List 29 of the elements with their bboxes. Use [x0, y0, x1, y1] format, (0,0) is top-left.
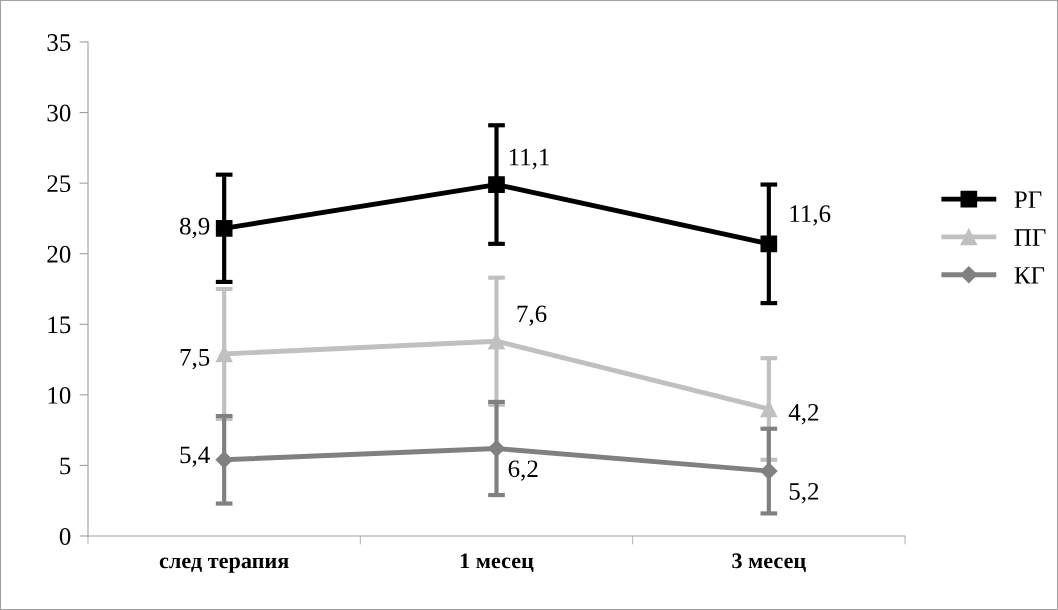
annotation: 11,6 [790, 205, 831, 226]
point [760, 235, 778, 253]
x-tick-label: 1 месец [460, 553, 534, 572]
legend-label: ПГ [1014, 229, 1046, 246]
annotation: 5,2 [789, 482, 819, 504]
x-tick-label: 3 месец [732, 553, 806, 572]
point [487, 439, 506, 458]
y-tick-label: 10 [48, 386, 71, 404]
annotation: 7,5 [180, 349, 210, 370]
x-tick-label: след терапия [159, 557, 289, 573]
annotation: 11,1 [509, 148, 549, 170]
legend-label: КГ [1014, 267, 1045, 284]
annotation: 6,2 [508, 460, 538, 481]
point [488, 176, 505, 193]
point [760, 462, 778, 480]
y-tick-label: 20 [47, 245, 71, 263]
point [215, 219, 233, 237]
legend-label: РГ [1014, 191, 1042, 208]
y-tick-label: 30 [47, 104, 71, 122]
annotation: 5,4 [180, 446, 210, 467]
y-tick-label: 25 [47, 175, 71, 193]
annotation: 7,6 [517, 305, 547, 326]
y-tick-label: 15 [48, 316, 71, 334]
y-tick-label: 5 [60, 457, 71, 475]
y-tick-label: 0 [59, 528, 71, 545]
point [215, 451, 233, 469]
y-tick-label: 35 [47, 34, 71, 51]
annotation: 4,2 [788, 403, 819, 425]
annotation: 8,9 [179, 217, 210, 239]
